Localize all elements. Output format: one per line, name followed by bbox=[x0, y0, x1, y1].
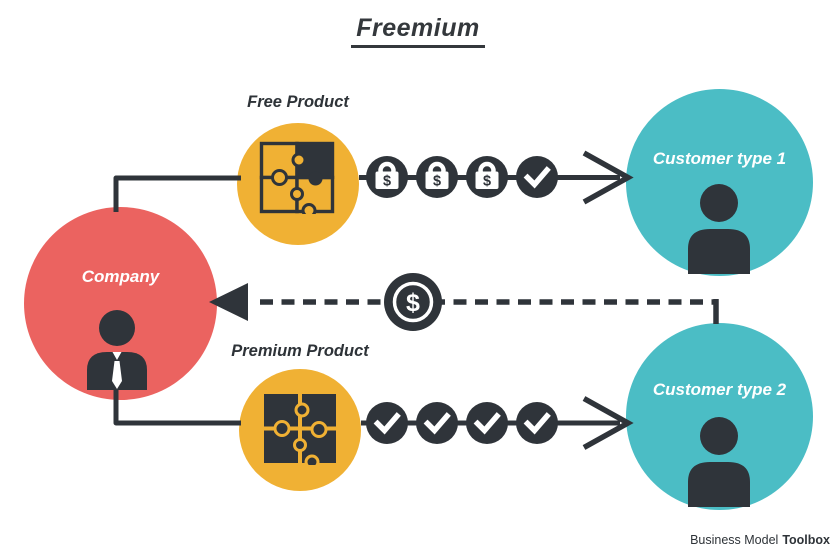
svg-text:$: $ bbox=[483, 174, 491, 190]
diagram-title: Freemium bbox=[351, 14, 485, 48]
company-node: Company bbox=[24, 207, 217, 400]
brand-footer: Business Model Toolbox bbox=[690, 533, 830, 547]
customer-type-2-node: Customer type 2 bbox=[626, 323, 813, 510]
customer-type-2-label: Customer type 2 bbox=[652, 380, 787, 399]
arrowhead-to-customer1 bbox=[582, 150, 634, 205]
company-person-icon bbox=[87, 310, 147, 390]
tie-blade-icon bbox=[112, 361, 122, 389]
customer-2-person-icon bbox=[688, 417, 750, 507]
lock-dollar-icon: $ bbox=[466, 156, 508, 198]
check-icon bbox=[466, 402, 508, 444]
free-product-label: Free Product bbox=[247, 93, 349, 111]
arrowhead-to-company bbox=[209, 283, 248, 321]
svg-text:$: $ bbox=[406, 289, 420, 317]
lock-dollar-icon: $ bbox=[366, 156, 408, 198]
customer-1-person-icon bbox=[688, 184, 750, 274]
premium-product-puzzle-icon bbox=[264, 394, 336, 465]
premium-product-label: Premium Product bbox=[231, 342, 369, 360]
tie-icon bbox=[112, 352, 122, 360]
premium-product-node bbox=[239, 369, 361, 491]
customer-type-1-label: Customer type 1 bbox=[652, 149, 787, 168]
payment-dashed-line bbox=[209, 283, 719, 324]
check-icon bbox=[516, 402, 558, 444]
svg-text:$: $ bbox=[433, 174, 441, 190]
free-product-puzzle-icon bbox=[259, 141, 335, 214]
company-label: Company bbox=[81, 267, 160, 286]
check-icon bbox=[366, 402, 408, 444]
check-icon bbox=[516, 156, 558, 198]
arrowhead-to-customer2 bbox=[582, 396, 634, 450]
svg-text:$: $ bbox=[383, 174, 391, 190]
company-to-premium-connector bbox=[113, 387, 241, 426]
dollar-circle-icon: $ bbox=[384, 273, 442, 331]
diagram-title-row: Freemium bbox=[0, 14, 836, 48]
check-icon bbox=[416, 402, 458, 444]
brand-regular: Business Model bbox=[690, 533, 779, 547]
brand-bold: Toolbox bbox=[782, 533, 830, 547]
company-to-free-connector bbox=[113, 175, 241, 212]
lock-dollar-icon: $ bbox=[416, 156, 458, 198]
